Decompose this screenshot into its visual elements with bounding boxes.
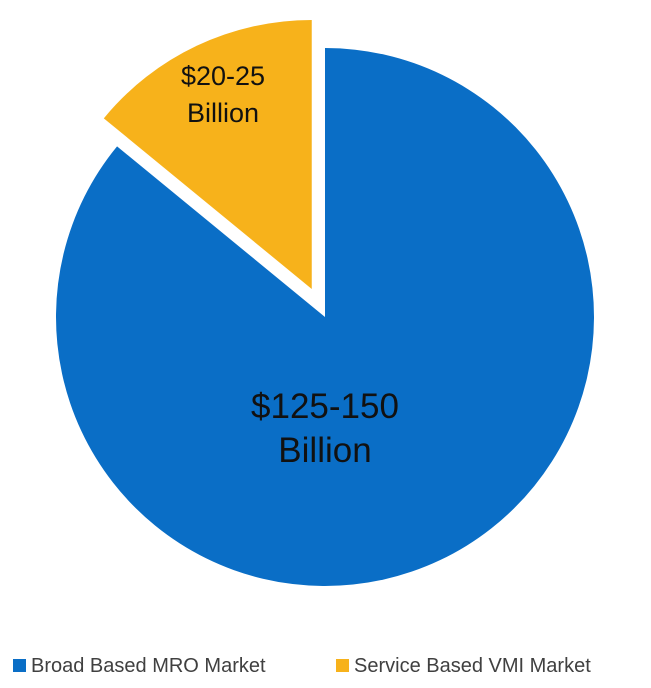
pie-slices — [55, 19, 594, 586]
legend-swatch-service-based-vmi — [336, 659, 349, 672]
slice-label-service-based-vmi: $20-25 Billion — [181, 61, 265, 128]
legend-label-service-based-vmi: Service Based VMI Market — [354, 655, 591, 677]
slice-label-broad-based-mro-line2: Billion — [278, 431, 371, 470]
legend-swatch-broad-based-mro — [13, 659, 26, 672]
slice-label-broad-based-mro: $125-150 Billion — [251, 387, 399, 470]
legend-label-broad-based-mro: Broad Based MRO Market — [31, 655, 266, 677]
legend: Broad Based MRO Market Service Based VMI… — [13, 655, 591, 677]
pie-slice-service-based-vmi-market — [103, 19, 312, 289]
pie-slice-broad-based-mro-market — [55, 48, 594, 586]
slice-label-broad-based-mro-line1: $125-150 — [251, 387, 399, 426]
slice-label-service-based-vmi-line2: Billion — [187, 98, 259, 128]
slice-label-service-based-vmi-line1: $20-25 — [181, 61, 265, 91]
